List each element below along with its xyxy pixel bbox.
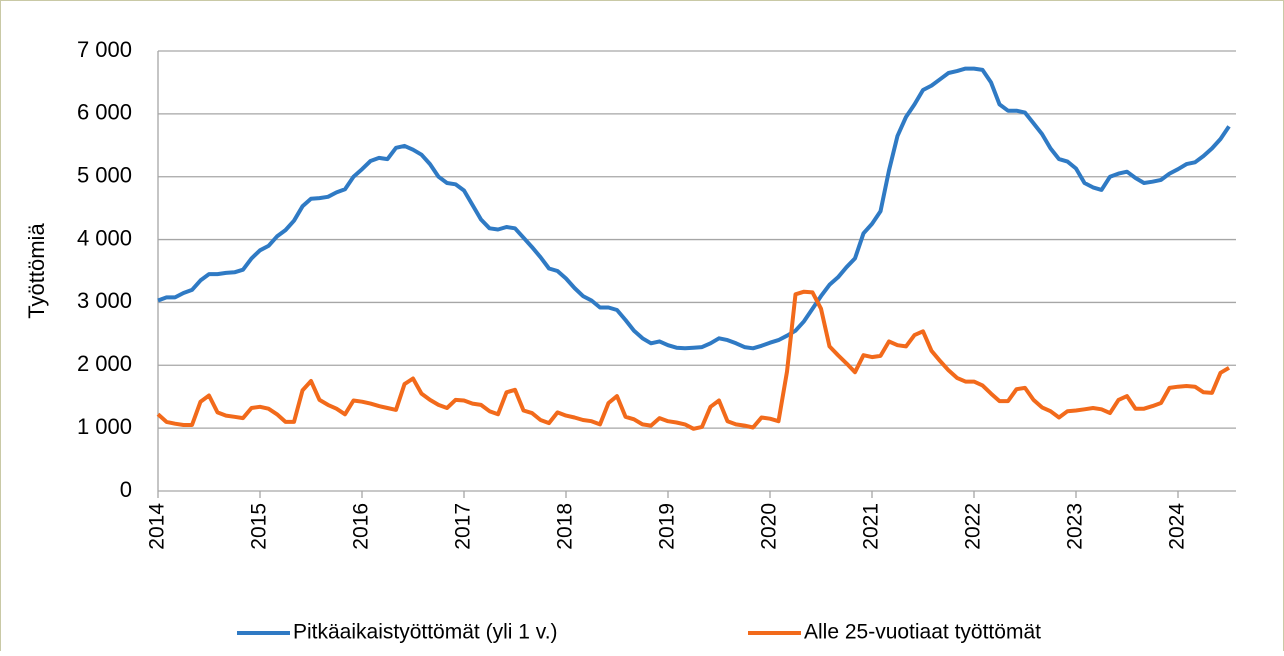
y-tick-label: 2 000 <box>77 351 132 376</box>
series-line <box>157 66 1231 351</box>
y-tick-label: 3 000 <box>77 288 132 313</box>
x-tick-label: 2014 <box>146 503 169 550</box>
y-axis-label: Työttömiä <box>24 223 49 319</box>
y-tick-label: 4 000 <box>77 225 132 250</box>
y-tick-label: 5 000 <box>77 163 132 188</box>
series-line <box>156 289 1231 431</box>
x-tick-label: 2019 <box>656 503 679 550</box>
x-tick-label: 2018 <box>554 503 577 550</box>
y-tick-label: 1 000 <box>77 414 132 439</box>
y-tick-label: 6 000 <box>77 100 132 125</box>
x-tick-label: 2024 <box>1166 503 1189 550</box>
x-tick-label: 2023 <box>1064 503 1087 550</box>
y-tick-label: 7 000 <box>77 37 132 62</box>
x-tick-label: 2017 <box>452 503 475 550</box>
y-tick-label: 0 <box>120 477 132 502</box>
legend-label: Alle 25-vuotiaat työttömät <box>804 621 1041 644</box>
x-tick-label: 2015 <box>248 503 271 550</box>
x-tick-label: 2022 <box>962 503 985 550</box>
x-tick-label: 2021 <box>860 503 883 550</box>
x-tick-label: 2016 <box>350 503 373 550</box>
legend-label: Pitkäaikaistyöttömät (yli 1 v.) <box>293 621 558 644</box>
x-tick-label: 2020 <box>758 503 781 550</box>
